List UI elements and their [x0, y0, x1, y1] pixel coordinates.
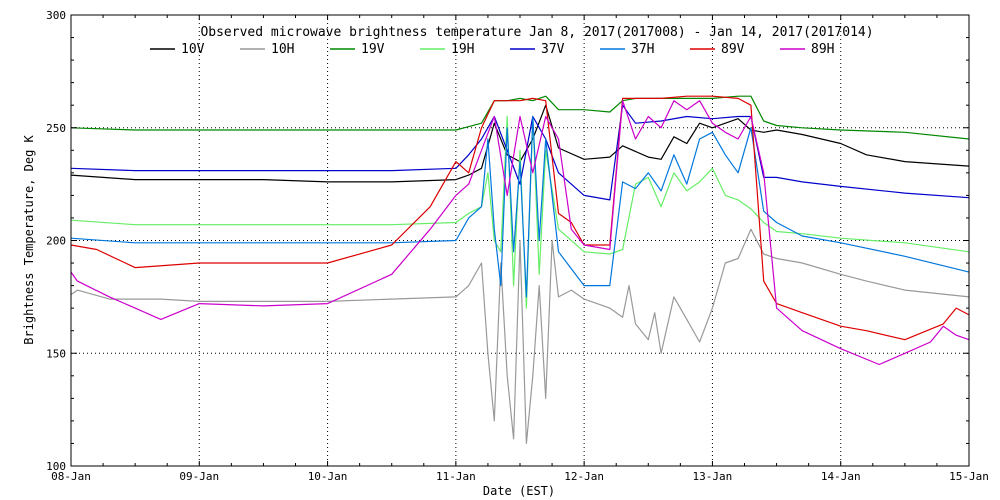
series-line-19v: [70, 95, 970, 140]
x-tick-label: 10-Jan: [308, 470, 348, 483]
legend: 10V 10H 19V 19H 37V 37H 89V 89H: [150, 42, 834, 57]
x-tick-label: 15-Jan: [949, 470, 989, 483]
legend-label-19h: 19H: [451, 42, 474, 57]
legend-label-89h: 89H: [811, 42, 834, 57]
x-tick-label: 14-Jan: [821, 470, 861, 483]
legend-label-37v: 37V: [541, 42, 565, 57]
series-line-19h: [70, 115, 970, 309]
x-tick-label: 09-Jan: [179, 470, 219, 483]
x-tick-label: 08-Jan: [51, 470, 91, 483]
y-tick-label: 200: [46, 235, 66, 248]
series-line-37v: [70, 104, 970, 201]
y-tick-label: 300: [46, 9, 66, 22]
series-line-89v: [70, 95, 970, 341]
series-lines: [70, 95, 970, 444]
chart-title: Observed microwave brightness temperatur…: [200, 25, 873, 40]
y-tick-label: 150: [46, 347, 66, 360]
x-tick-label: 11-Jan: [436, 470, 476, 483]
legend-label-10v: 10V: [181, 42, 205, 57]
x-axis-title: Date (EST): [483, 484, 555, 498]
legend-label-10h: 10H: [271, 42, 294, 57]
x-tick-label: 12-Jan: [564, 470, 604, 483]
y-tick-label: 100: [46, 460, 66, 473]
legend-label-19v: 19V: [361, 42, 385, 57]
axis-ticks: 08-Jan 09-Jan 10-Jan 11-Jan 12-Jan 13-Jan 14-J…: [46, 9, 989, 483]
series-line-37h: [70, 115, 970, 298]
x-tick-label: 13-Jan: [693, 470, 733, 483]
y-axis-title: Brightness Temperature, Deg K: [22, 134, 36, 344]
legend-label-89v: 89V: [721, 42, 745, 57]
legend-label-37h: 37H: [631, 42, 654, 57]
series-line-10h: [70, 228, 970, 444]
y-tick-label: 250: [46, 122, 66, 135]
series-line-89h: [70, 100, 970, 366]
